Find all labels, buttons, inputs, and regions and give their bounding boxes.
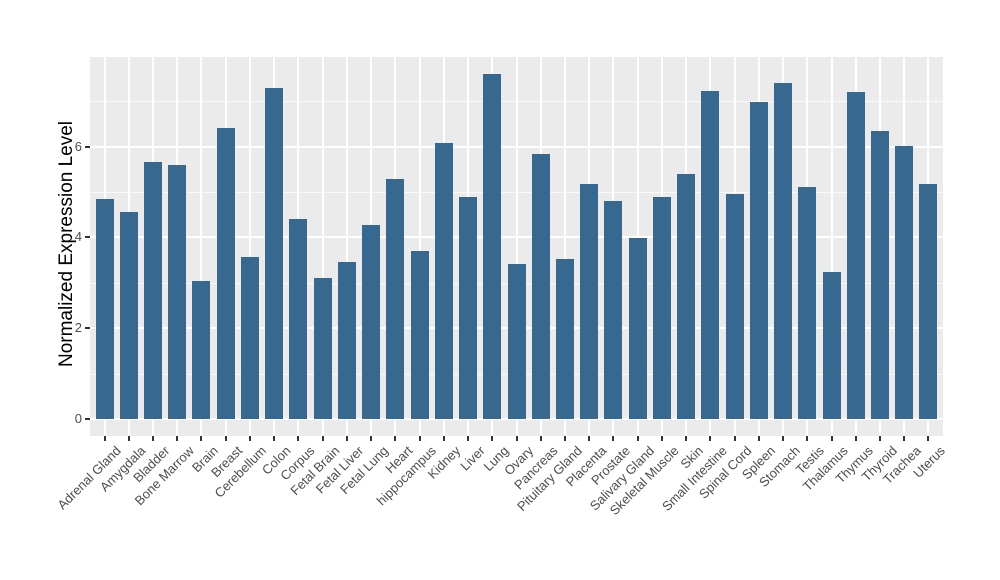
- x-tick-mark: [467, 436, 470, 441]
- bar: [265, 87, 283, 419]
- bar: [241, 256, 259, 419]
- bar: [96, 199, 114, 419]
- x-tick-mark: [685, 436, 688, 441]
- x-tick-mark: [709, 436, 712, 441]
- bar: [532, 153, 550, 419]
- minor-gridline: [90, 192, 943, 193]
- bar: [653, 196, 671, 419]
- bar: [774, 83, 792, 419]
- x-tick-label: Liver: [457, 443, 488, 474]
- x-tick-mark: [563, 436, 566, 441]
- x-tick-mark: [103, 436, 106, 441]
- bar: [411, 250, 429, 419]
- bar: [508, 264, 526, 419]
- x-tick-mark: [539, 436, 542, 441]
- bar: [168, 165, 186, 419]
- x-tick-mark: [152, 436, 154, 441]
- x-tick-mark: [297, 436, 300, 441]
- bar: [362, 224, 380, 419]
- y-tick-label: 6: [74, 138, 82, 154]
- bar: [483, 73, 501, 419]
- vertical-gridline: [321, 57, 324, 436]
- vertical-gridline: [345, 57, 348, 436]
- bar: [871, 130, 889, 419]
- bar: [435, 142, 453, 419]
- bar: [217, 127, 235, 419]
- y-tick-mark: [85, 145, 90, 148]
- bar: [895, 145, 913, 419]
- x-tick-mark: [273, 436, 276, 441]
- x-tick-mark: [927, 436, 930, 441]
- bar: [580, 183, 598, 419]
- x-tick-mark: [588, 436, 591, 441]
- x-tick-mark: [806, 436, 809, 441]
- bar: [823, 271, 841, 419]
- y-tick-label: 0: [74, 411, 82, 426]
- x-tick-mark: [321, 436, 324, 441]
- x-tick-mark: [636, 436, 639, 441]
- x-tick-mark: [248, 436, 251, 441]
- bar: [677, 173, 695, 419]
- x-tick-mark: [127, 436, 130, 441]
- vertical-gridline: [563, 57, 566, 436]
- bar: [726, 193, 744, 419]
- plot-panel: [90, 57, 943, 436]
- bar: [556, 259, 574, 419]
- vertical-gridline: [830, 57, 833, 436]
- x-tick-mark: [733, 436, 736, 441]
- x-tick-mark: [830, 436, 833, 441]
- vertical-gridline: [248, 57, 251, 436]
- x-tick-mark: [370, 436, 373, 441]
- bar: [144, 162, 162, 419]
- x-tick-mark: [903, 436, 906, 441]
- bar: [289, 219, 307, 419]
- bar: [314, 277, 332, 419]
- bar: [629, 237, 647, 419]
- x-tick-mark: [418, 436, 421, 441]
- x-tick-mark: [854, 436, 857, 441]
- x-tick-mark: [442, 436, 445, 441]
- x-tick-mark: [660, 436, 663, 441]
- major-gridline: [90, 418, 943, 420]
- x-tick-mark: [176, 436, 179, 441]
- y-tick-mark: [85, 236, 90, 239]
- x-tick-mark: [224, 436, 227, 441]
- bar: [701, 90, 719, 419]
- vertical-gridline: [418, 57, 421, 436]
- x-tick-mark: [200, 436, 203, 441]
- x-tick-mark: [345, 436, 348, 441]
- bar: [847, 91, 865, 419]
- x-tick-mark: [515, 436, 518, 441]
- x-tick-mark: [782, 436, 785, 441]
- bar: [750, 101, 768, 419]
- bar: [798, 186, 816, 419]
- bar: [459, 196, 477, 419]
- y-tick-mark: [85, 418, 90, 420]
- y-tick-mark: [85, 327, 90, 330]
- vertical-gridline: [200, 57, 203, 436]
- bar: [386, 179, 404, 419]
- y-tick-label: 4: [74, 229, 82, 245]
- x-tick-mark: [878, 436, 881, 441]
- x-tick-mark: [394, 436, 397, 441]
- vertical-gridline: [515, 57, 518, 436]
- bar: [604, 201, 622, 419]
- bar: [120, 212, 138, 419]
- x-tick-mark: [612, 436, 615, 441]
- bar: [338, 261, 356, 419]
- minor-gridline: [90, 101, 943, 103]
- bar: [192, 280, 210, 419]
- major-gridline: [90, 145, 943, 148]
- major-gridline: [90, 236, 943, 239]
- bar: [919, 183, 937, 419]
- x-tick-mark: [491, 436, 494, 441]
- x-tick-mark: [757, 436, 760, 441]
- y-tick-label: 2: [74, 320, 82, 336]
